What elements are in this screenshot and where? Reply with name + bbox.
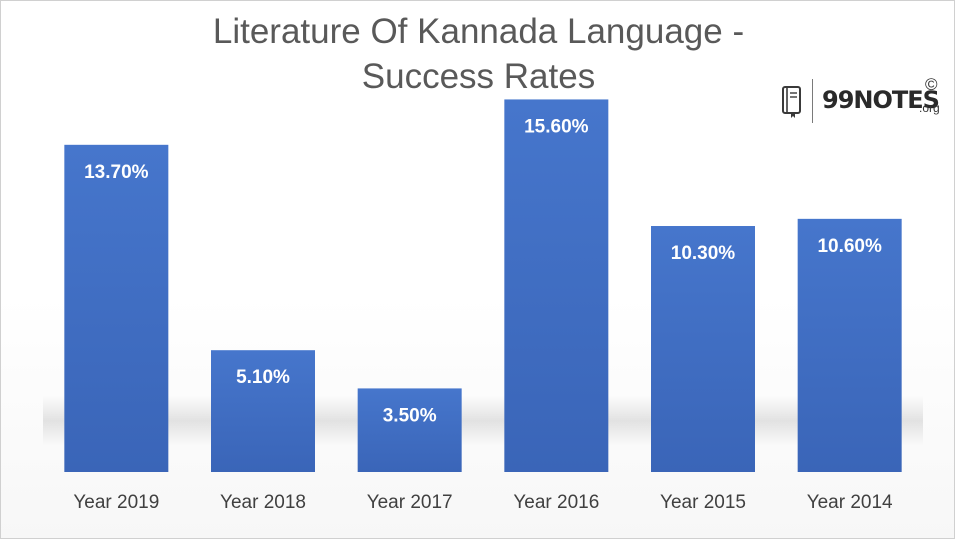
floor-shadow [43,396,923,446]
x-tick-label: Year 2016 [513,492,599,513]
data-label: 13.70% [84,162,149,183]
logo-tld: .org [919,101,940,115]
bar-year-2018 [211,350,315,472]
x-tick-label: Year 2018 [220,492,306,513]
bar-year-2015 [651,226,755,472]
x-tick-label: Year 2015 [660,492,746,513]
x-tick-label: Year 2017 [367,492,453,513]
chart-title: Literature Of Kannada Language - Success… [1,9,954,99]
bar-year-2019 [64,144,169,472]
data-label: 5.10% [236,367,290,388]
x-tick-label: Year 2019 [73,492,159,513]
logo-brand: 99NOTES [822,86,940,114]
bar-year-2016 [504,99,609,472]
bar-year-2014 [797,218,902,472]
data-label: 10.60% [817,236,882,257]
data-label: 3.50% [383,405,437,426]
data-label: 15.60% [524,116,589,137]
bar-year-2017 [357,388,462,472]
data-label: 10.30% [671,243,736,264]
logo-divider [812,79,813,123]
chart-title-line-1: Literature Of Kannada Language - [212,12,745,51]
x-tick-label: Year 2014 [807,492,893,513]
watermark-logo: 99NOTES .org © [779,75,954,123]
logo-copyright: © [925,75,938,94]
book-icon [782,86,801,118]
chart-title-line-2: Success Rates [361,57,596,96]
